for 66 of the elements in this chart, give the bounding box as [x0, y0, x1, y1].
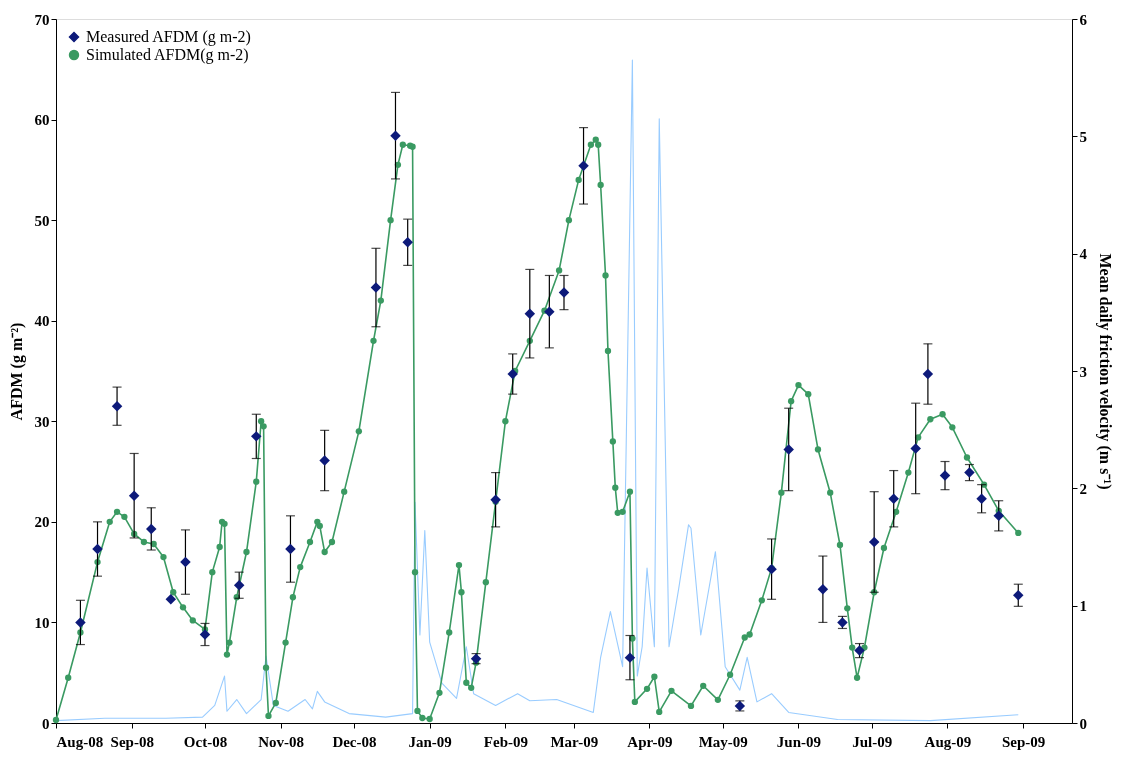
point	[922, 368, 934, 380]
x-tick-label: Aug-08	[56, 733, 104, 750]
x-tick-label: Feb-09	[483, 733, 528, 750]
point	[111, 400, 123, 412]
point	[199, 629, 211, 640]
x-tick-label: Aug-09	[924, 733, 972, 750]
y2-tick-label: 3	[1079, 363, 1087, 380]
y-tick-label: 50	[34, 212, 50, 229]
point	[165, 594, 177, 605]
y-tick-label: 10	[34, 614, 50, 631]
point	[558, 287, 570, 298]
point	[75, 617, 86, 628]
x-tick-label: Jan-09	[408, 733, 452, 750]
point	[624, 652, 636, 663]
point	[817, 584, 829, 595]
x-tick-label: Mar-09	[550, 733, 599, 750]
legend-label: Measured AFDM (g m-2)	[86, 28, 251, 46]
legend-label: Simulated AFDM(g m-2)	[86, 46, 249, 64]
point	[888, 493, 899, 504]
point	[390, 130, 401, 141]
y-tick-label: 30	[34, 413, 50, 430]
y2-tick-label: 0	[1079, 715, 1087, 732]
y-tick-label: 40	[34, 313, 50, 330]
point	[92, 543, 103, 555]
x-tick-label: Sep-08	[110, 733, 154, 750]
point	[964, 467, 975, 478]
y-tick-label: 20	[34, 514, 50, 531]
point	[507, 368, 518, 380]
y-axis-title: AFDM (g m⁻²)	[7, 322, 26, 421]
x-tick-label: Jun-09	[776, 733, 822, 750]
point	[370, 282, 382, 293]
x-tick-label: May-09	[698, 733, 748, 750]
y2-axis-title: Mean daily friction velocity (m s⁻¹)	[1096, 253, 1114, 490]
y-tick-label: 60	[34, 112, 50, 129]
y2-tick-label: 6	[1079, 11, 1088, 28]
y-tick-label: 70	[34, 11, 50, 28]
point	[490, 494, 501, 505]
y2-tick-label: 5	[1079, 128, 1087, 145]
point	[976, 493, 987, 504]
point	[524, 308, 536, 319]
point	[233, 579, 245, 591]
point	[128, 490, 140, 501]
point	[146, 523, 157, 535]
point	[783, 444, 794, 455]
y-tick-label: 0	[42, 715, 50, 732]
x-tick-label: Dec-08	[332, 733, 377, 750]
point	[1013, 590, 1024, 601]
point	[285, 543, 296, 555]
point	[868, 536, 880, 548]
y2-tick-label: 4	[1079, 246, 1088, 263]
point	[578, 160, 589, 172]
x-tick-label: Jul-09	[852, 733, 893, 750]
x-tick-label: Nov-08	[258, 733, 305, 750]
x-tick-label: Oct-08	[183, 733, 228, 750]
point	[993, 510, 1004, 522]
point	[939, 470, 951, 481]
y2-tick-label: 1	[1079, 598, 1087, 615]
point	[319, 455, 330, 466]
point	[402, 237, 413, 248]
x-tick-label: Sep-09	[1001, 733, 1046, 750]
point	[544, 306, 555, 317]
y2-tick-label: 2	[1079, 480, 1087, 497]
point	[910, 443, 921, 454]
point	[180, 556, 191, 568]
x-tick-label: Apr-09	[627, 733, 673, 750]
point	[251, 431, 262, 442]
